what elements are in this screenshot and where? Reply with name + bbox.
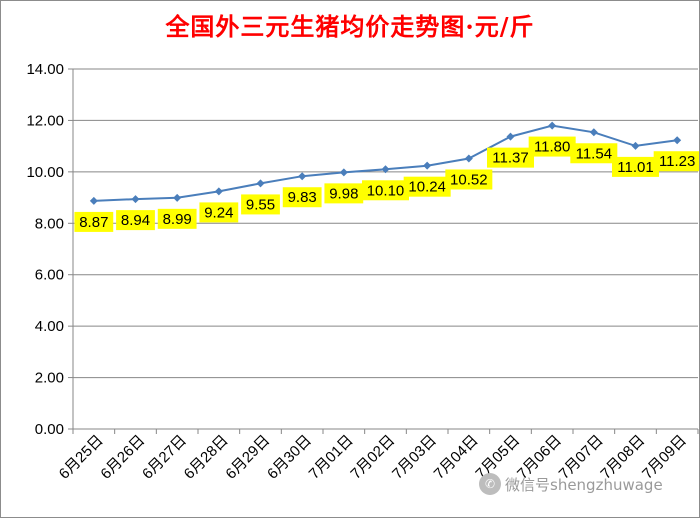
y-tick-label: 14.00 <box>26 61 64 78</box>
data-label: 11.37 <box>492 150 528 167</box>
data-point <box>631 141 640 150</box>
y-tick-label: 6.00 <box>35 267 64 284</box>
data-point <box>214 187 223 196</box>
data-point <box>423 161 432 170</box>
data-label-bg <box>116 210 155 231</box>
data-label-bg <box>528 136 576 157</box>
data-label-bg <box>653 151 699 172</box>
data-label: 11.01 <box>617 159 653 176</box>
data-label: 11.54 <box>576 145 612 162</box>
data-label: 10.10 <box>367 182 405 199</box>
data-label-bg <box>445 169 493 190</box>
data-point <box>548 121 557 130</box>
data-label: 9.55 <box>246 196 275 213</box>
data-label-bg <box>324 183 364 204</box>
y-tick-label: 2.00 <box>35 370 64 387</box>
x-tick-label: 6月29日 <box>222 432 273 483</box>
watermark: ✆ 微信号shengzhuwage <box>479 471 679 497</box>
x-tick-label: 7月04日 <box>431 432 482 483</box>
data-label-bg <box>487 147 534 168</box>
data-point <box>673 136 682 145</box>
x-tick-label: 6月26日 <box>97 432 148 483</box>
data-label-bg <box>362 180 409 201</box>
data-label: 8.99 <box>163 211 192 228</box>
y-tick-label: 10.00 <box>26 164 64 181</box>
x-tick-label: 6月30日 <box>264 432 315 483</box>
data-label-bg <box>74 211 114 232</box>
data-label: 8.94 <box>121 212 150 229</box>
data-point <box>298 172 307 181</box>
data-point <box>256 179 265 188</box>
data-label-bg <box>282 187 322 208</box>
x-tick-label: 6月27日 <box>139 432 190 483</box>
data-label-bg <box>570 143 618 164</box>
data-point <box>173 193 182 202</box>
data-label-bg <box>199 202 239 223</box>
data-point <box>339 168 348 177</box>
data-label: 10.52 <box>450 171 488 188</box>
y-tick-label: 8.00 <box>35 215 64 232</box>
data-point <box>131 195 140 204</box>
data-label: 10.24 <box>408 179 446 196</box>
data-label-bg <box>612 156 659 177</box>
data-label: 11.23 <box>659 153 695 170</box>
y-tick-label: 4.00 <box>35 318 64 335</box>
y-tick-label: 12.00 <box>26 112 64 129</box>
data-label: 8.87 <box>79 214 108 231</box>
x-tick-label: 7月03日 <box>389 432 440 483</box>
data-label-bg <box>157 208 197 229</box>
x-tick-label: 6月28日 <box>181 432 232 483</box>
data-point <box>89 196 98 205</box>
data-point <box>589 128 598 137</box>
wechat-icon: ✆ <box>479 473 501 495</box>
data-label: 9.98 <box>329 185 358 202</box>
x-tick-label: 7月01日 <box>306 432 357 483</box>
x-tick-label: 6月25日 <box>56 432 107 483</box>
data-label: 11.80 <box>534 139 570 156</box>
data-label-bg <box>241 194 280 215</box>
data-label: 9.83 <box>288 189 317 206</box>
data-label-bg <box>403 176 451 197</box>
data-point <box>381 165 390 174</box>
chart-title: 全国外三元生猪均价走势图·元/斤 <box>165 12 535 41</box>
data-point <box>464 154 473 163</box>
data-point <box>506 132 515 141</box>
data-label: 9.24 <box>204 204 233 221</box>
x-tick-label: 7月02日 <box>347 432 398 483</box>
y-tick-label: 0.00 <box>35 421 64 438</box>
watermark-text: 微信号shengzhuwage <box>505 476 663 494</box>
